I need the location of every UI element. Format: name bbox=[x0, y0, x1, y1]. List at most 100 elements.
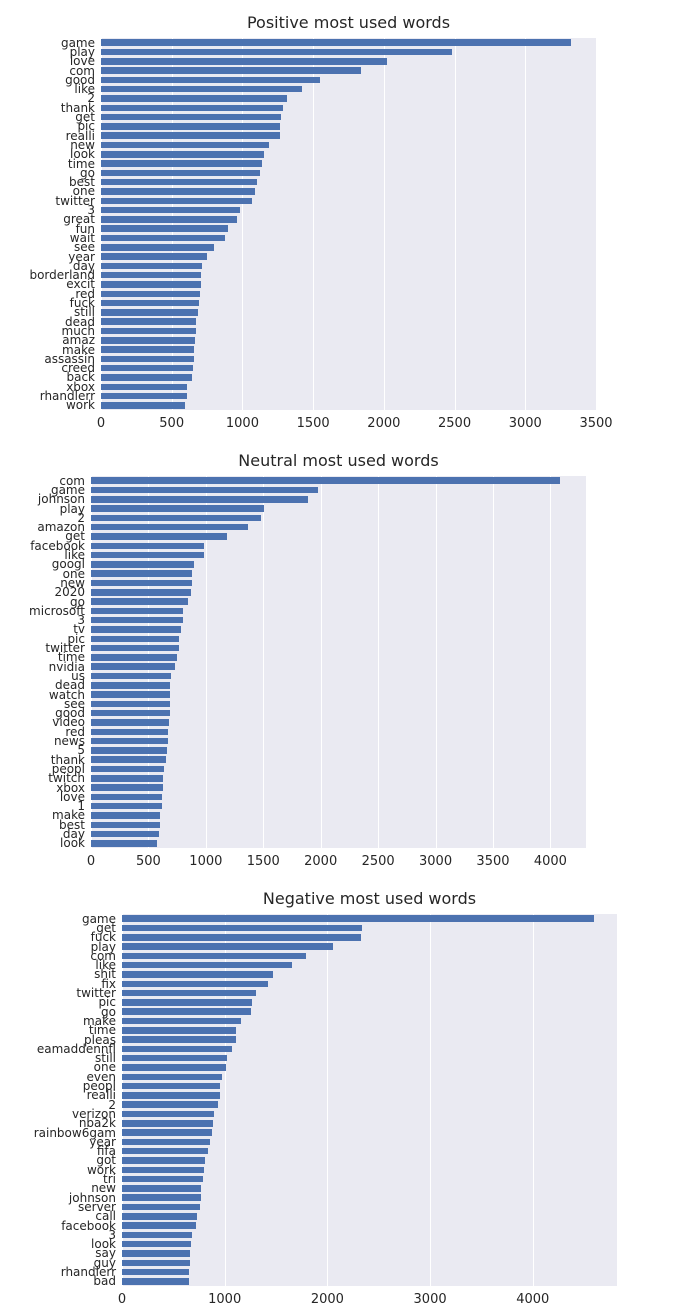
x-tick-label: 4000 bbox=[533, 854, 567, 869]
horizontal-bar bbox=[122, 1166, 205, 1173]
y-axis-label: nvidia bbox=[48, 659, 85, 674]
y-axis-label: pleas bbox=[84, 1032, 116, 1047]
horizontal-bar bbox=[122, 1027, 236, 1034]
horizontal-bar bbox=[122, 980, 268, 987]
horizontal-bar bbox=[101, 392, 187, 400]
horizontal-bar bbox=[101, 299, 199, 307]
y-axis-label: us bbox=[71, 668, 85, 683]
y-axis-label: excit bbox=[66, 277, 95, 292]
horizontal-bar bbox=[91, 812, 161, 819]
gridline bbox=[224, 914, 226, 1286]
y-axis-label: facebook bbox=[30, 538, 85, 553]
y-axis-label: fix bbox=[101, 976, 116, 991]
y-axis-label: day bbox=[72, 258, 95, 273]
chart-title: Neutral most used words bbox=[238, 451, 439, 470]
horizontal-bar bbox=[91, 737, 169, 745]
y-axis-label: shit bbox=[94, 967, 116, 982]
x-tick-label: 1000 bbox=[225, 416, 259, 431]
horizontal-bar bbox=[91, 607, 183, 615]
horizontal-bar bbox=[101, 309, 198, 316]
y-axis-label: borderland bbox=[29, 268, 95, 283]
horizontal-bar bbox=[122, 1138, 211, 1146]
horizontal-bar bbox=[122, 1082, 220, 1090]
horizontal-bar bbox=[122, 1101, 218, 1108]
horizontal-bar bbox=[101, 327, 196, 335]
gridline bbox=[313, 38, 315, 410]
horizontal-bar bbox=[122, 1259, 190, 1266]
x-tick-label: 0 bbox=[86, 854, 96, 869]
horizontal-bar bbox=[91, 644, 180, 652]
y-axis-label: microsoft bbox=[29, 603, 85, 618]
y-axis-label: pic bbox=[98, 995, 116, 1010]
horizontal-bar bbox=[91, 672, 172, 680]
gridline bbox=[91, 476, 92, 848]
horizontal-bar bbox=[101, 244, 215, 251]
y-axis-label: day bbox=[62, 827, 85, 842]
horizontal-bar bbox=[101, 337, 195, 344]
horizontal-bar bbox=[91, 598, 189, 605]
horizontal-bar bbox=[101, 123, 281, 130]
y-axis-label: nba2k bbox=[78, 1116, 116, 1131]
y-axis-label: xbox bbox=[66, 379, 95, 394]
y-axis-label: com bbox=[59, 473, 85, 488]
y-axis-label: fun bbox=[75, 221, 95, 236]
y-axis-label: xbox bbox=[56, 780, 85, 795]
y-axis-label: like bbox=[95, 958, 116, 973]
gridline bbox=[101, 38, 102, 410]
horizontal-bar bbox=[101, 67, 362, 74]
horizontal-bar bbox=[91, 477, 560, 484]
horizontal-bar bbox=[91, 496, 309, 503]
y-axis-label: year bbox=[89, 1134, 116, 1149]
y-axis-label: 2020 bbox=[54, 585, 85, 600]
horizontal-bar bbox=[91, 589, 191, 596]
horizontal-bar bbox=[101, 141, 269, 149]
y-axis-label: fuck bbox=[90, 930, 116, 945]
gridline bbox=[430, 914, 432, 1286]
horizontal-bar bbox=[122, 1175, 204, 1183]
y-axis-label: tv bbox=[73, 622, 85, 637]
horizontal-bar bbox=[91, 533, 227, 540]
y-axis-label: fifa bbox=[96, 1144, 116, 1159]
y-axis-label: verizon bbox=[72, 1106, 116, 1121]
y-axis-label: much bbox=[61, 323, 96, 338]
horizontal-bar bbox=[101, 271, 202, 279]
horizontal-bar bbox=[122, 1240, 191, 1248]
y-axis-label: go bbox=[80, 165, 95, 180]
horizontal-bar bbox=[101, 188, 256, 195]
horizontal-bar bbox=[122, 1250, 191, 1257]
horizontal-bar bbox=[122, 1157, 206, 1164]
gridline bbox=[327, 914, 329, 1286]
horizontal-bar bbox=[122, 1008, 252, 1015]
plot-area: com game johnson play 2 amazon get facebook like… bbox=[0, 473, 690, 849]
y-axis-label: thank bbox=[60, 100, 95, 115]
y-axis-label: one bbox=[72, 184, 95, 199]
horizontal-bar bbox=[91, 830, 160, 838]
horizontal-bar bbox=[101, 151, 265, 158]
y-axis-label: play bbox=[69, 44, 95, 59]
gridline bbox=[320, 476, 322, 848]
y-axis-label: say bbox=[95, 1246, 116, 1261]
y-axis-label: amazon bbox=[37, 520, 85, 535]
y-axis-label: back bbox=[66, 370, 95, 385]
horizontal-bar bbox=[91, 747, 168, 754]
y-axis-label: guy bbox=[93, 1255, 116, 1270]
horizontal-bar bbox=[122, 1054, 227, 1062]
horizontal-bar bbox=[101, 58, 387, 65]
y-axis-label: call bbox=[95, 1209, 116, 1224]
y-axis-label: com bbox=[90, 948, 116, 963]
x-tick-label: 1000 bbox=[208, 1292, 242, 1307]
y-axis-label: eamaddennfl bbox=[36, 1041, 116, 1056]
plot-background bbox=[122, 914, 617, 1286]
horizontal-bar bbox=[122, 1268, 190, 1276]
y-axis-label: get bbox=[65, 529, 85, 544]
horizontal-bar bbox=[122, 1278, 190, 1285]
y-axis-label: assassin bbox=[44, 351, 95, 366]
horizontal-bar bbox=[122, 999, 253, 1006]
y-axis-label: news bbox=[53, 734, 85, 749]
horizontal-bar bbox=[91, 486, 319, 494]
horizontal-bar bbox=[91, 793, 163, 801]
y-axis-label: watch bbox=[48, 687, 85, 702]
y-axis-label: 2 bbox=[87, 91, 95, 106]
horizontal-bar bbox=[91, 709, 170, 717]
